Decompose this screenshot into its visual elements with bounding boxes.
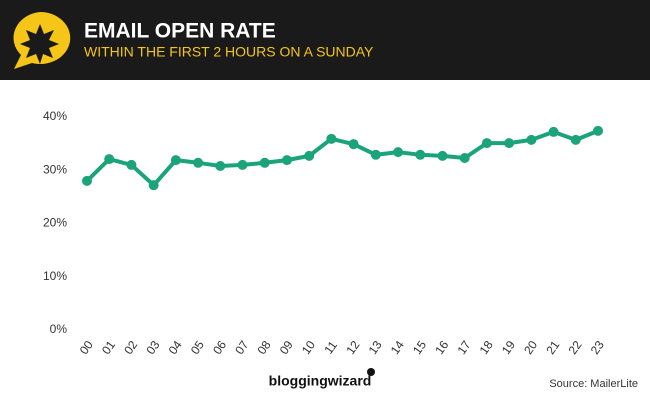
x-tick-label: 21 (543, 338, 562, 357)
data-point (437, 150, 448, 161)
data-point (570, 134, 581, 145)
x-tick-label: 10 (299, 338, 318, 357)
data-point (459, 153, 470, 164)
x-tick-label: 04 (166, 338, 185, 357)
data-point (348, 139, 359, 150)
source-note: Source: MailerLite (549, 378, 638, 390)
data-point (393, 147, 404, 158)
x-tick-label: 19 (499, 338, 518, 357)
y-tick-label: 40% (43, 109, 67, 123)
header-icon (13, 11, 71, 69)
x-tick-label: 13 (366, 338, 385, 357)
x-tick-label: 15 (410, 338, 429, 357)
y-tick-label: 20% (43, 216, 67, 230)
data-point (504, 138, 515, 149)
data-point (526, 134, 537, 145)
data-point (126, 159, 137, 170)
data-point (304, 150, 315, 161)
x-tick-label: 03 (143, 338, 162, 357)
x-tick-label: 08 (254, 338, 273, 357)
x-tick-label: 20 (521, 338, 540, 357)
x-tick-label: 06 (210, 338, 229, 357)
data-point (415, 149, 426, 160)
x-tick-label: 23 (588, 338, 607, 357)
x-tick-label: 14 (388, 338, 407, 357)
data-point (82, 175, 92, 186)
y-tick-label: 30% (43, 162, 67, 176)
x-tick-label: 00 (77, 338, 96, 357)
x-tick-label: 05 (188, 338, 207, 357)
data-line (85, 128, 599, 188)
chart-subtitle: WITHIN THE FIRST 2 HOURS ON A SUNDAY (84, 44, 374, 60)
header-band (0, 0, 650, 80)
y-tick-label: 10% (43, 269, 67, 283)
data-point (237, 159, 248, 170)
chart-title: EMAIL OPEN RATE (84, 20, 276, 43)
x-tick-label: 07 (232, 338, 251, 357)
data-point (170, 155, 181, 166)
x-tick-label: 11 (321, 338, 340, 357)
data-point (148, 180, 159, 191)
data-point (215, 160, 226, 171)
data-point (193, 157, 204, 168)
x-tick-label: 02 (121, 338, 140, 357)
data-point (259, 157, 270, 168)
data-point (481, 138, 492, 149)
x-tick-label: 18 (477, 338, 496, 357)
data-point (593, 125, 603, 136)
data-point (326, 133, 337, 144)
x-tick-label: 12 (343, 338, 362, 357)
x-tick-label: 16 (432, 338, 451, 357)
x-tick-label: 01 (99, 338, 118, 357)
data-point (548, 126, 559, 137)
x-tick-label: 17 (454, 338, 473, 357)
x-tick-label: 22 (566, 338, 585, 357)
brand-dot (367, 368, 375, 376)
data-point (104, 154, 115, 165)
data-point (281, 155, 292, 166)
data-point (370, 149, 381, 160)
y-tick-label: 0% (50, 322, 68, 336)
brand-logo: bloggingwizard (269, 373, 372, 389)
x-tick-label: 09 (277, 338, 296, 357)
